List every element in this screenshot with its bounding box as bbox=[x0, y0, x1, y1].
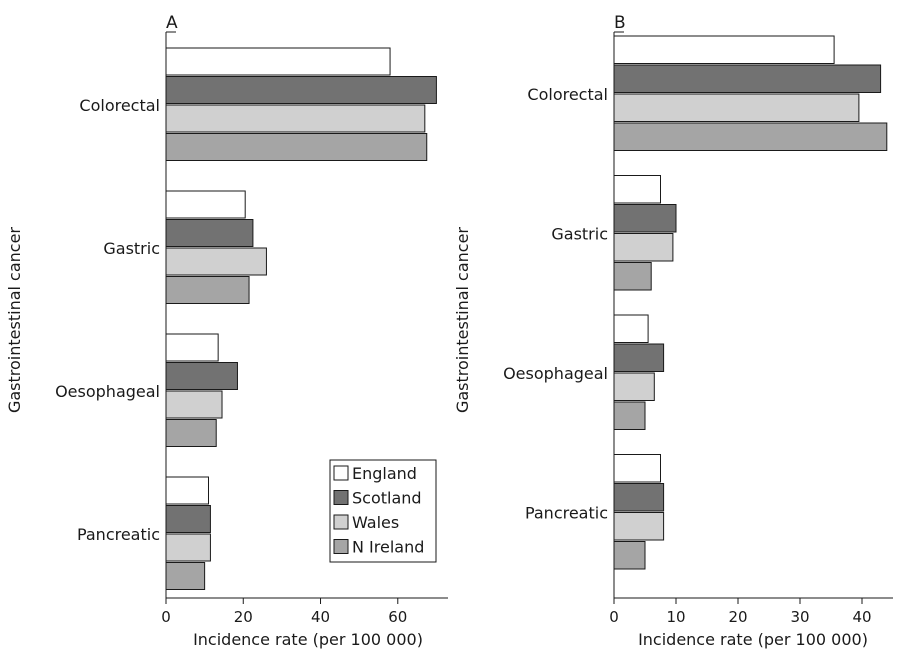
panel-b-bar-gastric-england bbox=[613, 175, 661, 204]
panel-a: A Gastrointestinal cancer Incidence rate… bbox=[5, 13, 448, 649]
panel-b-bar-oesophageal-n-ireland bbox=[613, 401, 646, 430]
panel-b-bar-gastric-scotland bbox=[613, 204, 677, 233]
panel-b-x-tick-label: 40 bbox=[852, 608, 871, 626]
panel-b-category-label-colorectal: Colorectal bbox=[527, 85, 608, 104]
panel-b-bar-gastric-wales bbox=[613, 233, 674, 262]
panel-b-x-tick-label: 30 bbox=[790, 608, 809, 626]
panel-a-bar-oesophageal-n-ireland bbox=[165, 419, 217, 447]
panel-a-category-label-pancreatic: Pancreatic bbox=[77, 525, 160, 544]
panel-a-legend-swatch-wales bbox=[333, 514, 349, 530]
panel-a-legend-swatch-england bbox=[333, 465, 349, 481]
panel-a-x-tick-label: 0 bbox=[161, 608, 171, 626]
panel-a-bar-pancreatic-wales bbox=[165, 533, 211, 562]
panel-a-bar-gastric-england bbox=[165, 190, 246, 219]
panel-b-bar-oesophageal-wales bbox=[613, 372, 655, 401]
panel-a-label: A bbox=[166, 13, 178, 33]
panel-b-bar-colorectal-scotland bbox=[613, 64, 882, 93]
panel-a-bar-pancreatic-england bbox=[165, 476, 209, 505]
panel-a-bar-colorectal-wales bbox=[165, 104, 426, 133]
panel-a-bar-oesophageal-scotland bbox=[165, 362, 238, 390]
panel-b-x-tick-label: 10 bbox=[666, 608, 685, 626]
panel-b-bar-pancreatic-wales bbox=[613, 512, 665, 541]
panel-a-category-label-colorectal: Colorectal bbox=[79, 96, 160, 115]
panel-a-bar-oesophageal-wales bbox=[165, 390, 223, 419]
panel-b-bar-colorectal-n-ireland bbox=[613, 122, 888, 151]
panel-b-bar-gastric-n-ireland bbox=[613, 262, 652, 291]
panel-a-bar-colorectal-n-ireland bbox=[165, 133, 428, 161]
panel-b-bar-colorectal-wales bbox=[613, 93, 860, 122]
panel-b-x-tick-label: 0 bbox=[609, 608, 619, 626]
panel-b-bar-oesophageal-england bbox=[613, 314, 649, 343]
panel-b-bar-pancreatic-scotland bbox=[613, 483, 665, 512]
panel-a-legend-label-wales: Wales bbox=[352, 513, 399, 532]
panel-b: B Gastrointestinal cancer Incidence rate… bbox=[453, 13, 893, 649]
panel-a-x-tick-label: 40 bbox=[311, 608, 330, 626]
panel-a-x-tick-label: 20 bbox=[234, 608, 253, 626]
panel-a-x-axis-title: Incidence rate (per 100 000) bbox=[193, 630, 423, 649]
panel-b-bar-oesophageal-scotland bbox=[613, 343, 665, 372]
panel-a-bar-gastric-n-ireland bbox=[165, 276, 250, 304]
panel-a-bar-colorectal-scotland bbox=[165, 76, 437, 104]
panel-a-bar-colorectal-england bbox=[165, 47, 391, 76]
panel-b-x-tick-label: 20 bbox=[728, 608, 747, 626]
panel-a-x-tick-label: 60 bbox=[388, 608, 407, 626]
panel-a-bar-gastric-scotland bbox=[165, 219, 254, 247]
panel-b-category-label-gastric: Gastric bbox=[551, 225, 608, 244]
panel-b-bar-pancreatic-n-ireland bbox=[613, 541, 646, 570]
panel-b-category-label-pancreatic: Pancreatic bbox=[525, 504, 608, 523]
panel-a-category-label-gastric: Gastric bbox=[103, 239, 160, 258]
panel-b-category-label-oesophageal: Oesophageal bbox=[503, 364, 608, 383]
panel-a-legend-swatch-n-ireland bbox=[333, 539, 349, 554]
panel-a-legend-label-n-ireland: N Ireland bbox=[352, 538, 424, 557]
panel-b-x-axis-title: Incidence rate (per 100 000) bbox=[638, 630, 868, 649]
panel-a-legend-label-scotland: Scotland bbox=[352, 489, 422, 508]
panel-b-bar-colorectal-england bbox=[613, 35, 835, 64]
panel-a-bar-pancreatic-scotland bbox=[165, 505, 211, 533]
panel-b-label: B bbox=[614, 13, 626, 33]
panel-a-category-label-oesophageal: Oesophageal bbox=[55, 382, 160, 401]
panel-a-legend-swatch-scotland bbox=[333, 490, 349, 505]
panel-b-bar-pancreatic-england bbox=[613, 454, 661, 483]
panel-a-bar-oesophageal-england bbox=[165, 333, 219, 362]
panel-a-y-axis-title: Gastrointestinal cancer bbox=[5, 227, 24, 413]
panel-a-bar-gastric-wales bbox=[165, 247, 267, 276]
panel-b-y-axis-title: Gastrointestinal cancer bbox=[453, 227, 472, 413]
panel-a-bar-pancreatic-n-ireland bbox=[165, 562, 206, 590]
panel-a-legend-label-england: England bbox=[352, 464, 417, 483]
